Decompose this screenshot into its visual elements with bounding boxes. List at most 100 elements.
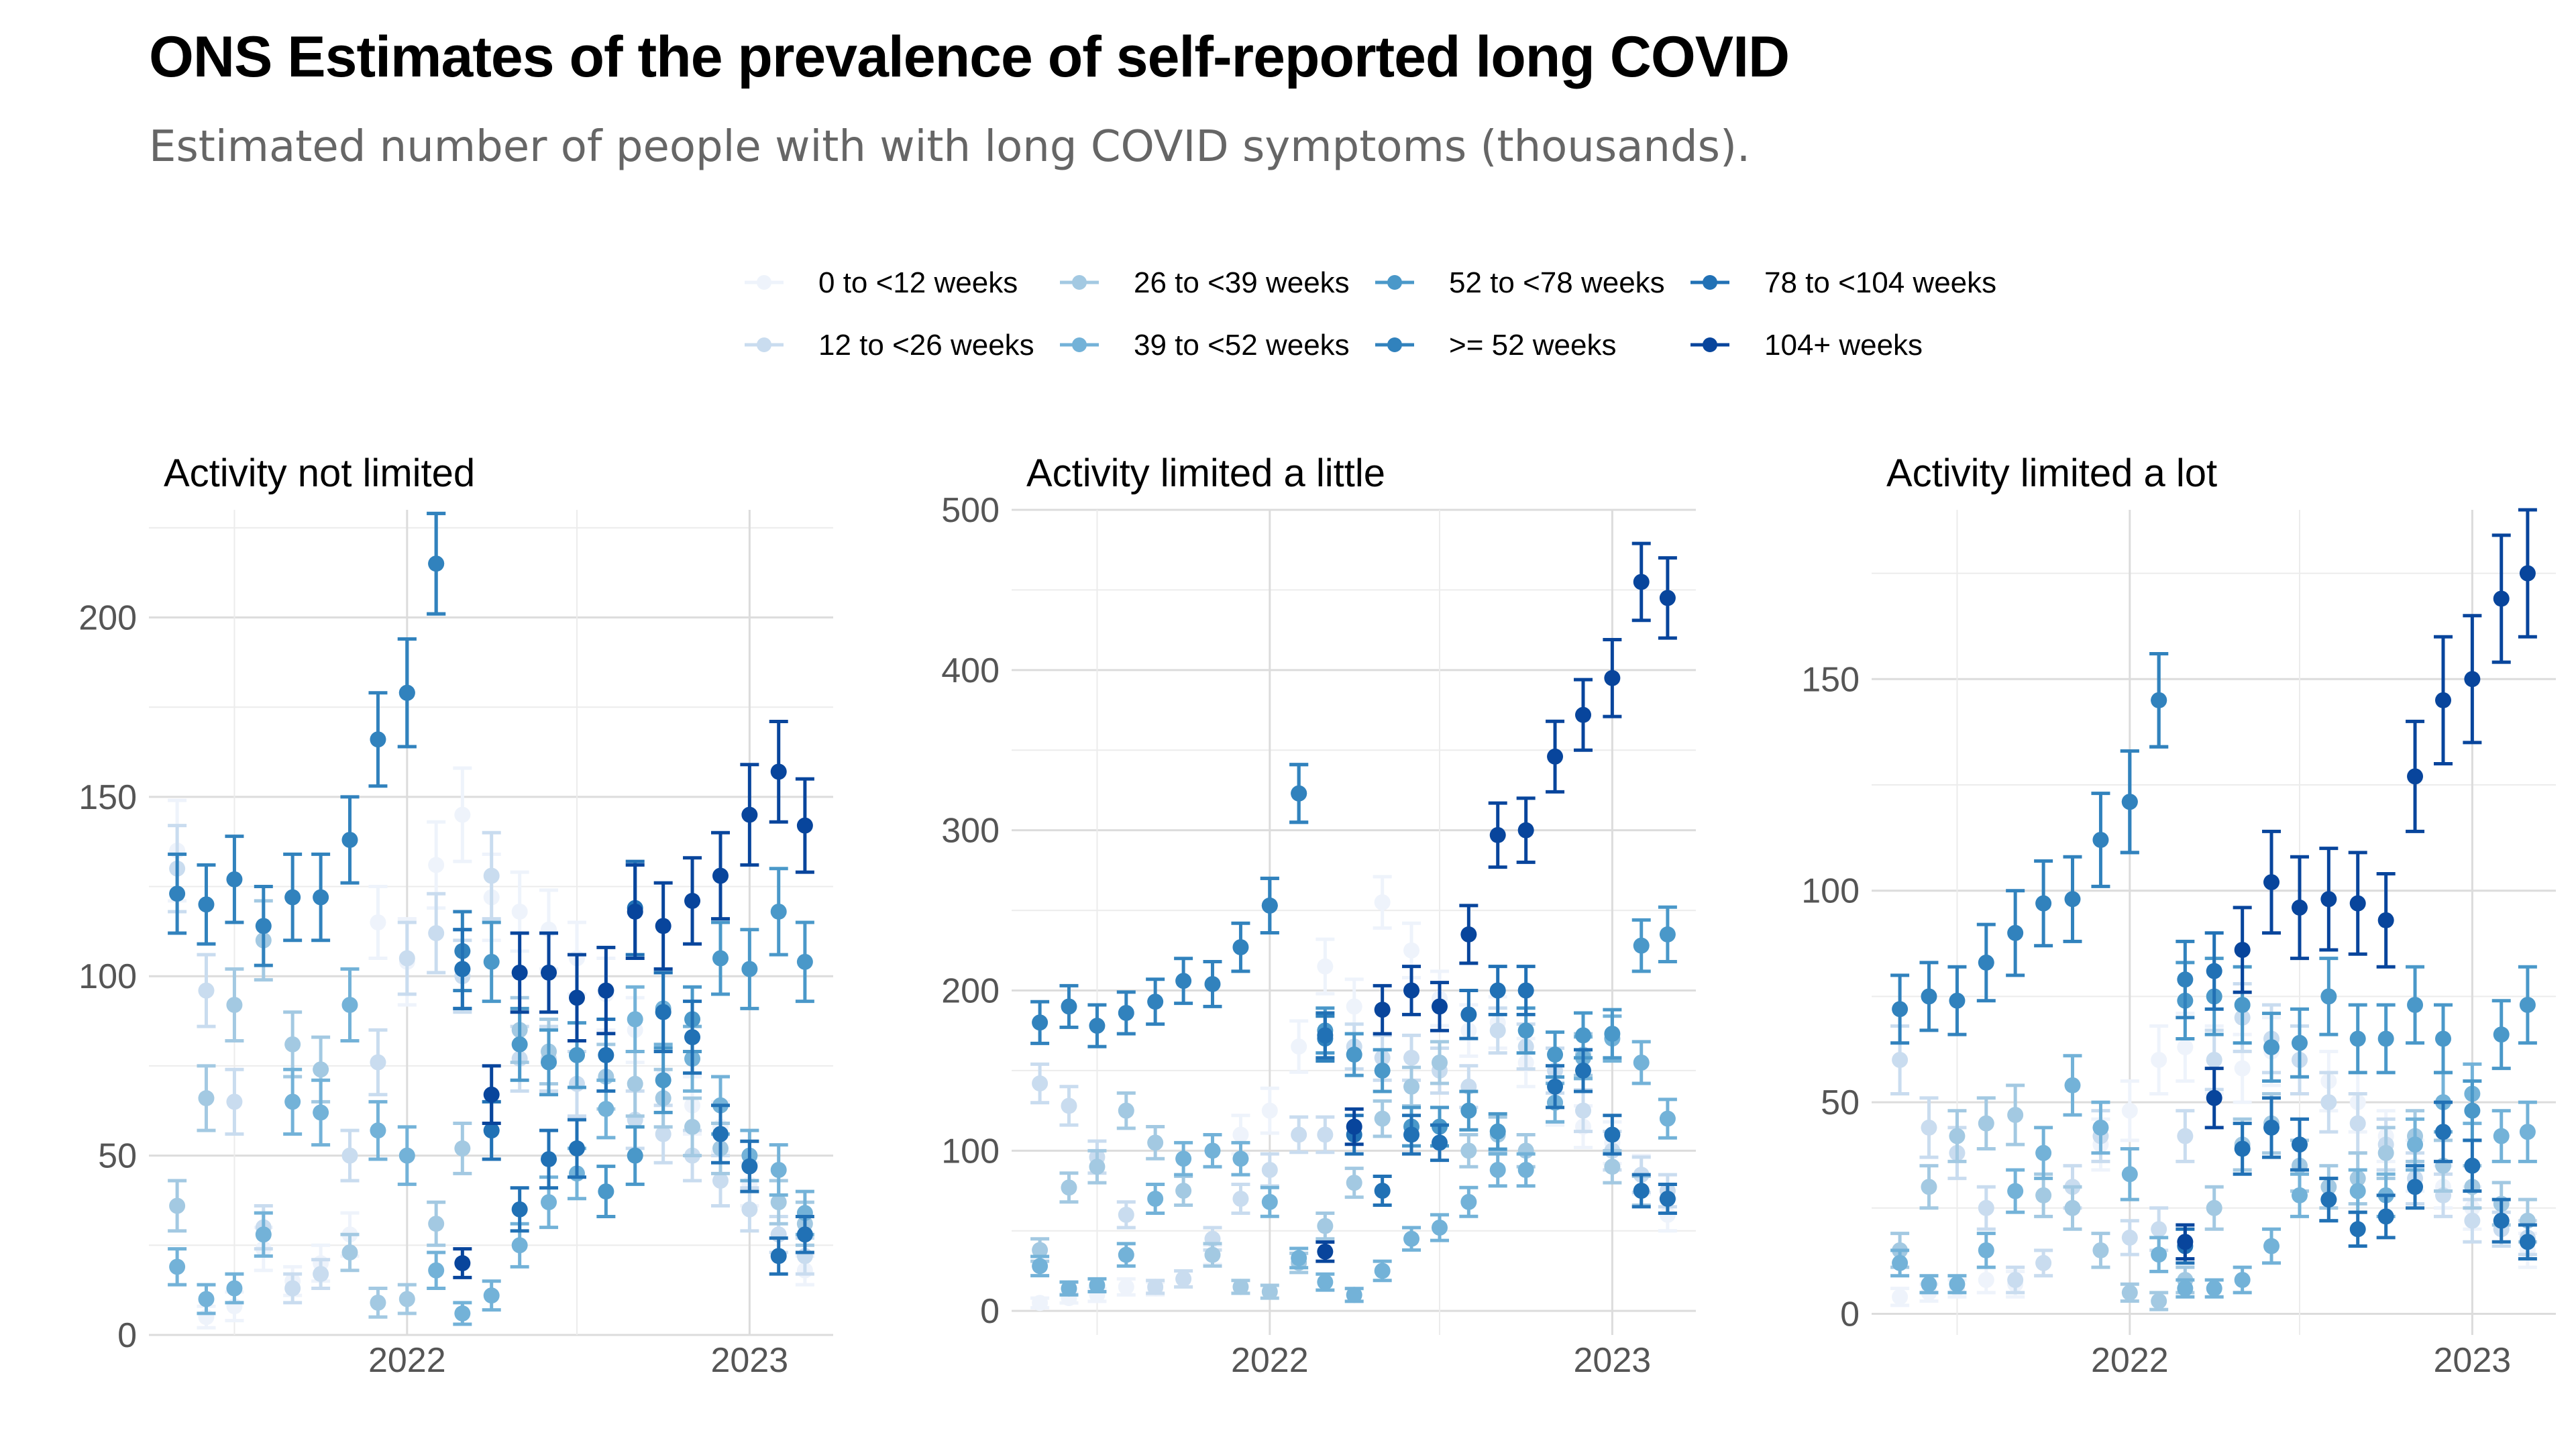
data-point xyxy=(655,1072,672,1089)
data-point xyxy=(2349,1030,2366,1047)
data-point xyxy=(2007,924,2024,941)
data-point-group xyxy=(711,920,731,996)
data-point-group xyxy=(683,856,702,946)
data-point-group xyxy=(453,1301,472,1326)
data-point xyxy=(428,555,445,572)
data-point-group xyxy=(2006,889,2025,977)
data-point-group xyxy=(1344,1167,1364,1199)
data-point-group xyxy=(197,953,216,1028)
legend-label: 12 to <26 weeks xyxy=(818,329,1034,362)
data-point-group xyxy=(340,967,360,1042)
data-point-group xyxy=(711,1104,731,1165)
data-point-group xyxy=(1658,1182,1677,1215)
data-point xyxy=(2064,891,2081,908)
data-point-group xyxy=(283,1067,303,1136)
data-point xyxy=(428,857,445,873)
data-point xyxy=(2234,1140,2251,1157)
data-point-group xyxy=(2491,999,2511,1071)
data-point-group xyxy=(1603,637,1622,718)
data-point-group xyxy=(1488,801,1507,869)
data-point-group xyxy=(2120,1079,2139,1142)
data-point-group xyxy=(2262,1012,2282,1083)
data-point xyxy=(541,964,557,981)
data-point-group xyxy=(311,852,331,943)
data-point-group xyxy=(1316,1011,1335,1060)
data-point-group xyxy=(482,920,501,1004)
data-point-group xyxy=(340,795,360,885)
data-point xyxy=(712,1173,729,1189)
data-point xyxy=(2407,997,2424,1013)
data-point xyxy=(198,1090,215,1107)
data-point xyxy=(1604,1025,1621,1042)
data-point-group xyxy=(2262,829,2282,935)
data-point xyxy=(1489,1162,1506,1178)
data-point xyxy=(370,914,386,930)
data-point-group xyxy=(482,1279,501,1312)
data-point xyxy=(770,1162,787,1178)
data-point xyxy=(511,1237,528,1254)
data-point xyxy=(1346,998,1362,1015)
data-point-group xyxy=(1574,1048,1593,1093)
data-point-group xyxy=(1231,1140,1250,1177)
data-point xyxy=(2151,1221,2167,1238)
data-point xyxy=(198,1291,215,1307)
data-point xyxy=(1489,982,1506,999)
data-point-group xyxy=(2034,1126,2053,1181)
data-point xyxy=(2349,895,2366,912)
data-point xyxy=(1089,1159,1106,1175)
data-point xyxy=(627,1075,643,1092)
data-point xyxy=(511,964,528,981)
data-point xyxy=(684,1029,701,1046)
data-point xyxy=(1575,1062,1592,1079)
data-point-group xyxy=(653,881,673,971)
data-point xyxy=(2234,942,2251,958)
data-point xyxy=(1175,1150,1192,1167)
data-point xyxy=(1118,1279,1134,1295)
legend-label: 104+ weeks xyxy=(1764,329,1923,362)
data-point xyxy=(741,961,758,977)
data-point-group xyxy=(567,953,586,1042)
data-point xyxy=(2151,1052,2167,1068)
data-point xyxy=(1118,1102,1134,1119)
data-point-group xyxy=(1116,1091,1136,1130)
data-point-group xyxy=(2290,1172,2309,1218)
data-point-group xyxy=(2006,1083,2025,1146)
data-point-group xyxy=(1430,1123,1449,1163)
data-point xyxy=(2320,891,2337,908)
x-tick-label: 2023 xyxy=(711,1341,789,1380)
data-point xyxy=(2092,832,2109,848)
legend-label: 0 to <12 weeks xyxy=(818,266,1018,299)
data-point xyxy=(454,1140,471,1157)
data-point-group xyxy=(2204,1185,2224,1231)
legend-key-point xyxy=(1703,337,1717,352)
data-point xyxy=(1575,1027,1592,1044)
data-point xyxy=(1547,1046,1564,1063)
data-point-group xyxy=(2290,855,2309,961)
data-point xyxy=(1921,1276,1937,1293)
data-point-group xyxy=(1976,1265,1996,1295)
data-point xyxy=(770,1248,787,1265)
data-point xyxy=(454,1305,471,1322)
data-point-group xyxy=(1316,1272,1335,1292)
data-point-group xyxy=(1174,1269,1193,1289)
data-point-group xyxy=(510,931,529,1014)
data-point xyxy=(598,982,614,999)
data-point-group xyxy=(368,885,388,960)
data-point-group xyxy=(1947,965,1967,1036)
data-point-group xyxy=(625,863,645,960)
data-point xyxy=(2464,1102,2481,1119)
data-point xyxy=(1118,1004,1134,1021)
data-point-group xyxy=(1603,1008,1622,1060)
data-point-group xyxy=(1488,1112,1507,1151)
data-point xyxy=(2035,1144,2052,1161)
data-point-group xyxy=(368,1286,388,1319)
data-point-group xyxy=(1919,1274,1939,1295)
data-point xyxy=(770,1194,787,1211)
data-point-group xyxy=(2376,1003,2396,1075)
x-tick-label: 2023 xyxy=(2434,1341,2512,1380)
legend-key-point xyxy=(1703,275,1717,290)
data-point xyxy=(284,889,301,906)
data-point xyxy=(428,1216,445,1232)
data-point xyxy=(1032,1258,1049,1275)
data-point xyxy=(2035,895,2052,912)
